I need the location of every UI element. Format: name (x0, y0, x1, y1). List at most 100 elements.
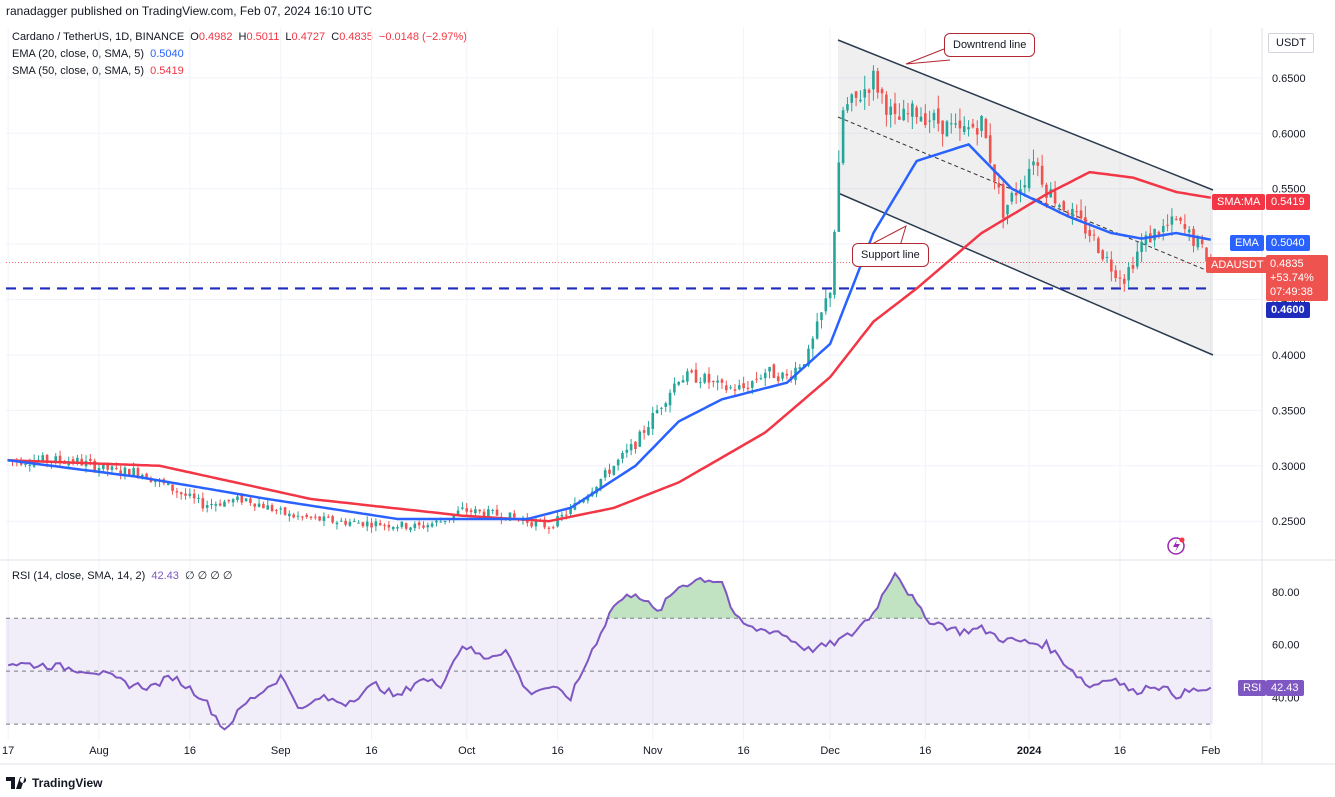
candle-body (564, 514, 568, 516)
sma50-line (8, 170, 1212, 523)
candle-body (893, 103, 897, 115)
candle-body (106, 462, 109, 470)
tradingview-logo[interactable]: TradingView (6, 776, 102, 790)
candle-body (270, 505, 274, 511)
rsi-legend[interactable]: RSI (14, close, SMA, 14, 2) 42.43 ∅ ∅ ∅ … (12, 570, 233, 582)
ema-legend[interactable]: EMA (20, close, 0, SMA, 5) 0.5040 (12, 48, 184, 60)
candle-body (737, 385, 741, 390)
candle-body (123, 467, 127, 475)
candle-body (404, 523, 408, 529)
candle-body (1058, 204, 1061, 208)
candle-body (608, 469, 611, 474)
candle-body (802, 364, 806, 367)
candle-body (1183, 224, 1187, 229)
candle-body (1170, 216, 1174, 225)
candle-body (781, 372, 784, 379)
rsi-value-tag: 42.43 (1266, 680, 1304, 696)
candle-body (145, 473, 148, 480)
symbol-price-tag: 0.4835 +53.74% 07:49:38 (1266, 255, 1328, 301)
candle-body (833, 231, 836, 295)
downtrend-callout-pointer (905, 48, 951, 65)
candle-body (599, 478, 603, 488)
candle-body (305, 514, 308, 517)
candle-body (461, 507, 464, 509)
candle-body (396, 527, 399, 529)
candle-body (915, 107, 918, 118)
downtrend-line (837, 39, 1214, 191)
candle-body (361, 522, 365, 527)
time-axis-label: Dec (820, 745, 840, 757)
candle-body (1075, 211, 1079, 213)
candle-body (815, 321, 819, 339)
candle-body (750, 381, 754, 388)
candle-body (452, 514, 456, 519)
candle-body (58, 455, 62, 462)
candle-body (560, 515, 564, 517)
candle-body (288, 513, 291, 517)
candle-body (530, 522, 533, 527)
candle-body (616, 459, 620, 466)
candle-body (1014, 192, 1018, 196)
candle-body (1092, 234, 1096, 236)
candle-body (210, 503, 213, 506)
candle-body (231, 499, 235, 503)
sma-legend[interactable]: SMA (50, close, 0, SMA, 5) 0.5419 (12, 65, 184, 77)
symbol-name[interactable]: Cardano / TetherUS, 1D, BINANCE (12, 31, 185, 43)
candle-body (876, 71, 880, 93)
symbol-legend: Cardano / TetherUS, 1D, BINANCE O0.4982 … (12, 31, 467, 43)
candle-body (513, 513, 516, 518)
candle-body (115, 468, 118, 470)
candle-body (699, 382, 702, 384)
candle-body (24, 463, 27, 465)
symbol-name-tag: ADAUSDT (1206, 257, 1269, 273)
ema-legend-value: 0.5040 (150, 48, 184, 60)
time-axis-label: Nov (643, 745, 663, 757)
candle-body (292, 514, 295, 518)
candle-body (962, 126, 966, 132)
candle-body (677, 382, 681, 385)
candle-body (919, 116, 923, 122)
support-line (837, 192, 1214, 356)
alert-icon-ring (1167, 537, 1185, 555)
price-axis-label: 0.3000 (1272, 461, 1306, 473)
channel-fill (838, 40, 1213, 355)
sma-price-tag: 0.5419 (1266, 194, 1310, 210)
candle-body (430, 523, 434, 527)
currency-button[interactable]: USDT (1268, 33, 1314, 53)
candle-body (508, 512, 512, 521)
price-axis-label: 0.2500 (1272, 516, 1306, 528)
candle-body (975, 128, 979, 135)
candle-body (478, 509, 482, 512)
publisher-line: ranadagger published on TradingView.com,… (6, 4, 373, 18)
time-axis-label: 16 (737, 745, 749, 757)
candle-body (841, 110, 845, 164)
downtrend-line-callout[interactable]: Downtrend line (944, 33, 1036, 57)
candle-body (171, 484, 174, 491)
candle-body (1027, 168, 1031, 189)
support-line-callout[interactable]: Support line (852, 243, 929, 267)
candle-body (413, 523, 417, 529)
candle-body (988, 135, 992, 163)
candle-body (854, 91, 858, 98)
candle-body (859, 99, 862, 102)
candle-body (102, 463, 105, 470)
candle-body (945, 121, 949, 137)
time-axis-label: 16 (184, 745, 196, 757)
candle-body (1084, 217, 1087, 234)
candle-body (556, 515, 559, 527)
candle-body (1187, 229, 1191, 233)
time-axis-label: Oct (458, 745, 475, 757)
candle-body (846, 104, 849, 111)
candle-body (93, 460, 96, 471)
candle-body (647, 426, 650, 435)
candle-body (322, 516, 326, 521)
candle-body (223, 501, 226, 507)
candle-body (1123, 278, 1126, 284)
candle-body (474, 509, 477, 514)
candle-body (495, 509, 499, 516)
close-value: 0.4835 (339, 31, 373, 43)
candle-body (1144, 235, 1148, 245)
ema-price-tag: 0.5040 (1266, 235, 1310, 251)
candle-body (1032, 161, 1035, 166)
